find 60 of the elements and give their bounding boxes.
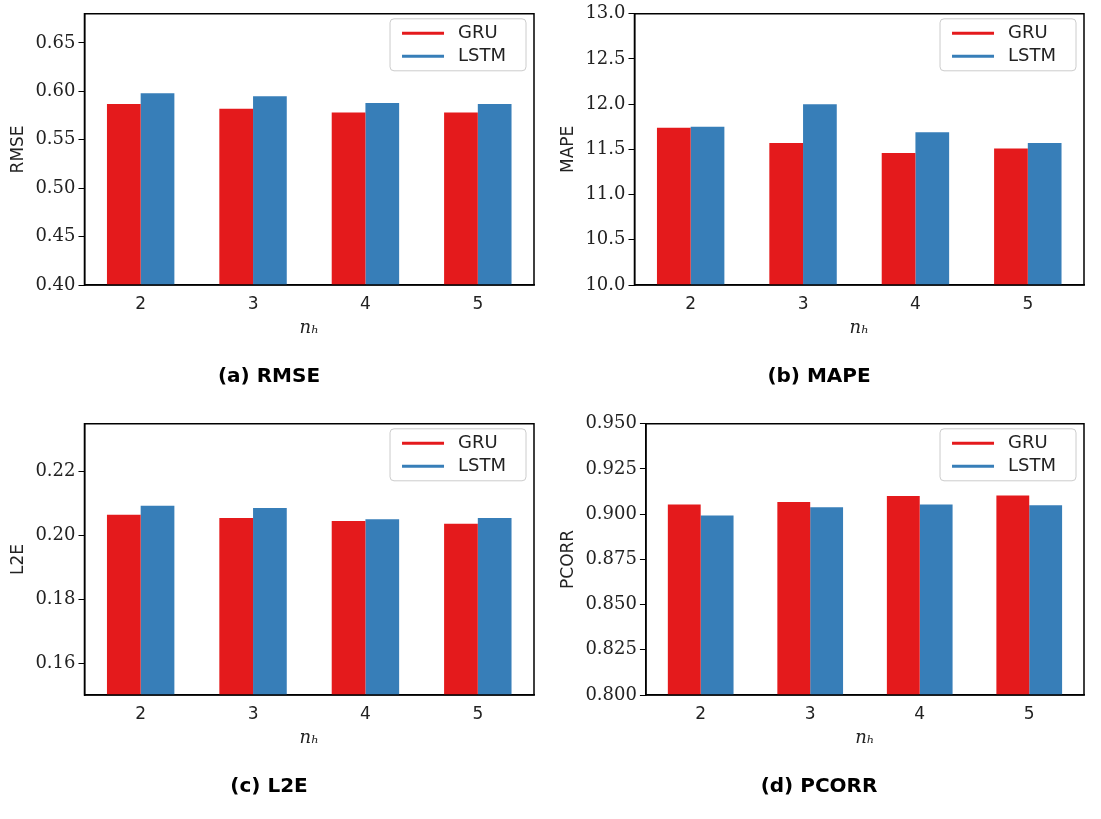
- x-tick-label: 4: [360, 292, 371, 313]
- y-tick-label: 0.60: [35, 78, 76, 100]
- y-axis-title: MAPE: [556, 125, 577, 174]
- y-tick-label: 0.825: [585, 637, 637, 659]
- y-tick-label: 0.65: [35, 30, 76, 52]
- y-tick-label: 13.0: [585, 1, 626, 23]
- x-tick-label: 3: [247, 292, 259, 313]
- x-tick-label: 4: [910, 292, 921, 313]
- y-tick-label: 0.22: [35, 459, 76, 481]
- text: (a) RMSE: [217, 363, 321, 388]
- x-tick-label: 3: [804, 702, 816, 723]
- y-tick-label: 11.5: [585, 137, 626, 159]
- legend-label: GRU: [1008, 20, 1048, 42]
- y-tick-label: 0.925: [585, 456, 637, 478]
- legend-label: LSTM: [1008, 453, 1056, 475]
- y-tick-label: 0.20: [35, 523, 76, 545]
- x-tick-label: 2: [685, 292, 697, 313]
- x-tick-label: 4: [360, 702, 371, 723]
- legend-label: GRU: [458, 20, 498, 42]
- y-axis-title: L2E: [6, 543, 27, 575]
- legend-label: LSTM: [458, 453, 506, 475]
- y-axis-title: RMSE: [6, 125, 27, 174]
- x-axis-title: nₕ: [299, 725, 319, 747]
- x-tick-label: 5: [472, 702, 484, 723]
- x-tick-label: 3: [247, 702, 259, 723]
- y-tick-label: 10.5: [585, 227, 626, 249]
- y-tick-label: 0.950: [585, 411, 637, 433]
- legend-label: GRU: [1008, 430, 1048, 452]
- y-tick-label: 11.0: [585, 182, 626, 204]
- x-tick-label: 5: [472, 292, 484, 313]
- text: (d) PCORR: [760, 773, 878, 798]
- x-axis-title: nₕ: [299, 315, 319, 337]
- x-tick-label: 2: [135, 702, 147, 723]
- y-tick-label: 12.0: [585, 91, 626, 113]
- y-tick-label: 0.45: [35, 224, 76, 246]
- legend-label: GRU: [458, 430, 498, 452]
- x-axis-title: nₕ: [855, 725, 875, 747]
- y-tick-label: 12.5: [585, 46, 626, 68]
- x-tick-label: 2: [695, 702, 707, 723]
- text: (b) MAPE: [767, 363, 871, 388]
- y-tick-label: 0.800: [585, 682, 637, 704]
- legend-label: LSTM: [458, 43, 506, 65]
- y-tick-label: 10.0: [585, 272, 626, 294]
- y-tick-label: 0.900: [585, 501, 637, 523]
- y-tick-label: 0.16: [35, 650, 76, 672]
- x-axis-title: nₕ: [849, 315, 869, 337]
- y-tick-label: 0.40: [35, 272, 76, 294]
- y-tick-label: 0.50: [35, 175, 76, 197]
- y-tick-label: 0.850: [585, 592, 637, 614]
- y-tick-label: 0.18: [35, 586, 76, 608]
- legend-label: LSTM: [1008, 43, 1056, 65]
- x-tick-label: 5: [1022, 292, 1034, 313]
- x-tick-label: 4: [914, 702, 926, 723]
- text: (c) L2E: [230, 773, 308, 798]
- y-tick-label: 0.55: [35, 127, 76, 149]
- y-tick-label: 0.875: [585, 547, 637, 569]
- y-axis-title: PCORR: [556, 529, 577, 589]
- x-tick-label: 5: [1023, 702, 1035, 723]
- x-tick-label: 3: [797, 292, 809, 313]
- x-tick-label: 2: [135, 292, 147, 313]
